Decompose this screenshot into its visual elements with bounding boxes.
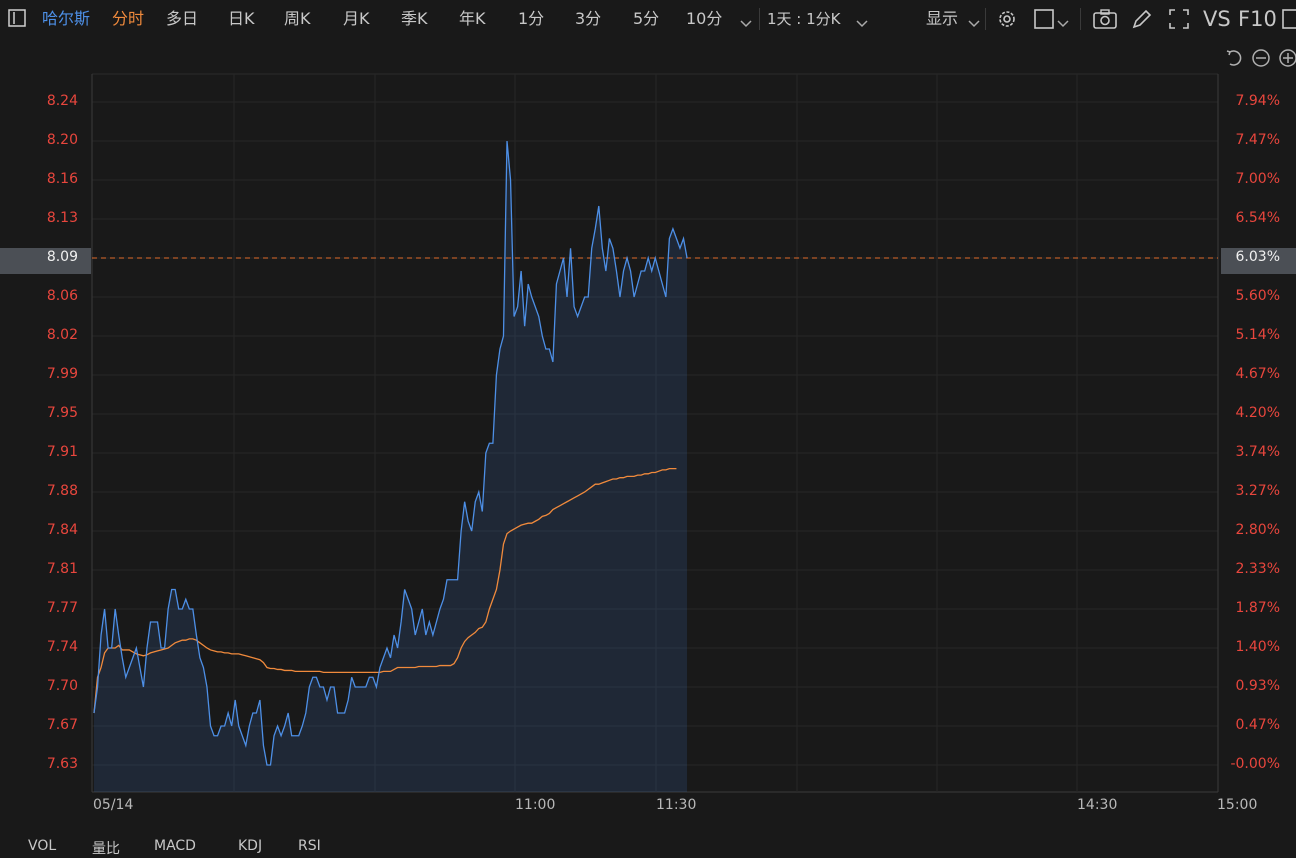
price-tick-label: 8.24 (46, 93, 78, 109)
tab-day-k[interactable]: 日K (228, 9, 255, 28)
range-select[interactable]: 1天 : 1分K (767, 10, 841, 28)
percent-tick-label: 3.27% (1235, 483, 1280, 499)
x-label-date: 05/14 (93, 797, 134, 813)
fullscreen-icon[interactable] (1168, 8, 1190, 34)
square-select-icon[interactable] (1034, 9, 1054, 33)
price-tick-label: 7.67 (46, 717, 78, 733)
price-tick-label: 7.99 (46, 366, 78, 382)
tab-macd[interactable]: MACD (154, 838, 196, 854)
average-price-line (93, 467, 677, 714)
percent-tick-label: -0.00% (1230, 756, 1280, 772)
percent-tick-label: 6.03% (1235, 249, 1280, 265)
zoom-out-icon[interactable] (1251, 48, 1271, 72)
sidebar-toggle-icon[interactable] (8, 9, 26, 27)
percent-tick-label: 7.47% (1235, 132, 1280, 148)
x-label-1500: 15:00 (1217, 797, 1258, 813)
x-label-1130: 11:30 (656, 797, 697, 813)
toolbar-divider (759, 8, 760, 30)
percent-tick-label: 2.80% (1235, 522, 1280, 538)
tab-week-k[interactable]: 周K (284, 9, 311, 28)
vs-button[interactable]: VS (1203, 7, 1231, 31)
percent-tick-label: 0.93% (1235, 678, 1280, 694)
percent-tick-label: 0.47% (1235, 717, 1280, 733)
price-tick-label: 7.84 (46, 522, 78, 538)
price-tick-label: 7.63 (46, 756, 78, 772)
chevron-down-icon[interactable] (740, 14, 752, 33)
panel-icon[interactable] (1282, 9, 1296, 33)
price-tick-label: 7.81 (46, 561, 78, 577)
percent-tick-label: 5.14% (1235, 327, 1280, 343)
toolbar-divider (985, 8, 986, 30)
current-price-tag (0, 248, 91, 274)
price-tick-label: 8.16 (46, 171, 78, 187)
percent-tick-label: 1.87% (1235, 600, 1280, 616)
stock-name[interactable]: 哈尔斯 (42, 9, 91, 28)
tab-rsi[interactable]: RSI (298, 838, 321, 854)
percent-tick-label: 7.94% (1235, 93, 1280, 109)
tab-volume-ratio[interactable]: 量比 (92, 841, 120, 857)
camera-icon[interactable] (1093, 9, 1117, 33)
chevron-down-icon[interactable] (856, 14, 868, 33)
zoom-in-icon[interactable] (1278, 48, 1296, 72)
gear-icon[interactable] (996, 8, 1018, 34)
tab-1min[interactable]: 1分 (518, 9, 545, 28)
percent-tick-label: 6.54% (1235, 210, 1280, 226)
chevron-down-icon[interactable] (968, 14, 980, 33)
tab-month-k[interactable]: 月K (343, 9, 370, 28)
tab-kdj[interactable]: KDJ (238, 838, 263, 854)
percent-tick-label: 4.67% (1235, 366, 1280, 382)
tab-3min[interactable]: 3分 (575, 9, 602, 28)
toolbar-divider (1080, 8, 1081, 30)
x-label-1100: 11:00 (515, 797, 556, 813)
f10-button[interactable]: F10 (1238, 7, 1277, 31)
chevron-down-icon[interactable] (1057, 14, 1069, 33)
price-tick-label: 8.13 (46, 210, 78, 226)
price-tick-label: 8.02 (46, 327, 78, 343)
price-tick-label: 7.88 (46, 483, 78, 499)
tab-fenshi[interactable]: 分时 (112, 9, 145, 28)
tab-5min[interactable]: 5分 (633, 9, 660, 28)
price-tick-label: 7.77 (46, 600, 78, 616)
current-pct-tag (1221, 248, 1296, 274)
price-line (93, 140, 688, 766)
price-tick-label: 7.91 (46, 444, 78, 460)
price-tick-label: 7.70 (46, 678, 78, 694)
pencil-icon[interactable] (1131, 8, 1153, 34)
indicator-tabs: VOL 量比 MACD KDJ RSI (0, 838, 1296, 858)
undo-icon[interactable] (1224, 48, 1244, 72)
tab-vol[interactable]: VOL (28, 838, 57, 854)
percent-tick-label: 1.40% (1235, 639, 1280, 655)
price-tick-label: 7.74 (46, 639, 78, 655)
tab-year-k[interactable]: 年K (459, 9, 486, 28)
display-menu[interactable]: 显示 (926, 9, 959, 28)
percent-tick-label: 3.74% (1235, 444, 1280, 460)
toolbar: 哈尔斯 分时 多日 日K 周K 月K 季K 年K 1分 3分 5分 10分 1天… (0, 0, 1296, 38)
price-tick-label: 8.09 (46, 249, 78, 265)
price-tick-label: 7.95 (46, 405, 78, 421)
tab-multiday[interactable]: 多日 (166, 9, 199, 28)
percent-tick-label: 4.20% (1235, 405, 1280, 421)
tab-10min[interactable]: 10分 (686, 9, 723, 28)
percent-tick-label: 5.60% (1235, 288, 1280, 304)
percent-tick-label: 2.33% (1235, 561, 1280, 577)
tab-quarter-k[interactable]: 季K (401, 9, 428, 28)
price-tick-label: 8.06 (46, 288, 78, 304)
price-tick-label: 8.20 (46, 132, 78, 148)
percent-tick-label: 7.00% (1235, 171, 1280, 187)
price-area-fill (94, 141, 688, 792)
x-label-1430: 14:30 (1077, 797, 1118, 813)
